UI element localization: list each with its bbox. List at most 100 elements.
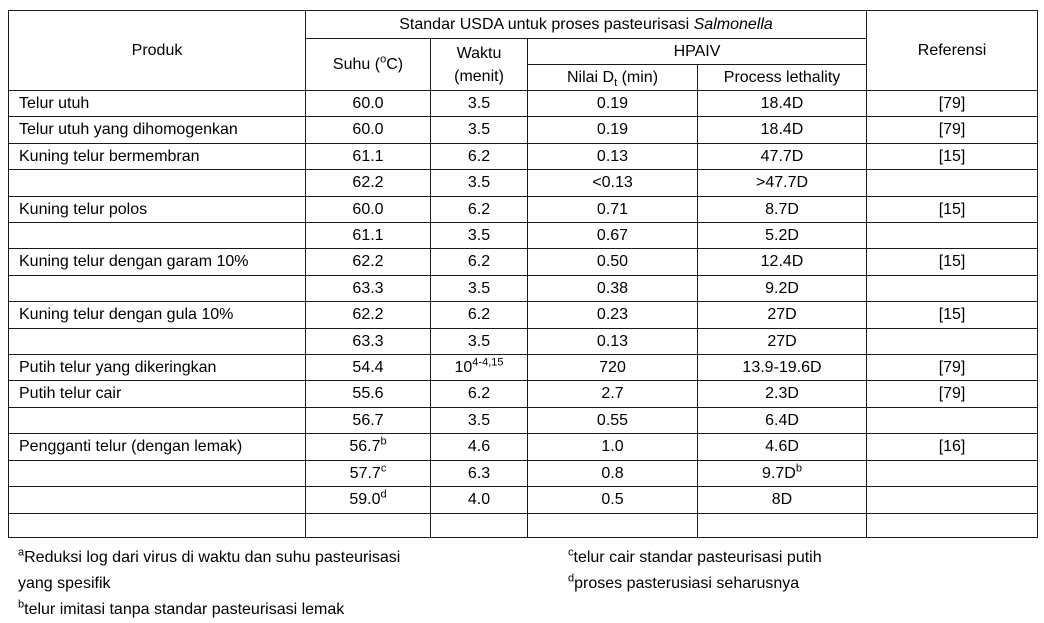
produk-cell [8,274,306,303]
dt-value-cell: 0.38 [527,274,698,303]
table-row: 63.3 3.5 0.38 9.2D [8,274,1039,303]
produk-cell [8,459,306,488]
table-row: 57.7c 6.3 0.8 9.7Db [8,459,1039,488]
waktu-cell: 4.0 [430,486,528,514]
produk-cell: Pengganti telur (dengan lemak) [8,433,306,461]
waktu-cell: 3.5 [430,327,528,356]
produk-cell: Telur utuh [8,89,306,118]
dt-value-cell: 0.13 [527,327,698,356]
lethality-cell: 47.7D [696,142,868,171]
suhu-cell: 63.3 [305,327,431,356]
lethality-cell: 27D [696,301,868,329]
dt-value-cell: 0.8 [527,459,698,488]
usda-standard-header: Standar USDA untuk proses pasteurisasi S… [304,10,868,39]
footnote-marker: a [18,546,25,559]
referensi-cell: [79] [866,354,1039,382]
dt-value-cell [527,512,698,538]
lethality-cell: 4.6D [696,433,868,461]
waktu-cell: 3.5 [430,89,528,118]
waktu-cell: 3.5 [430,116,528,144]
dt-value-cell: 0.19 [527,89,698,118]
produk-cell [8,406,306,435]
table-row: Putih telur yang dikeringkan 54.4 104-4,15… [8,354,1039,382]
dt-value-cell: 2.7 [527,380,698,408]
waktu-cell: 6.2 [430,301,528,329]
hpaiv-header-label: HPAIV [673,43,721,60]
waktu-cell: 6.2 [430,248,528,276]
referensi-cell: [79] [866,380,1039,408]
referensi-cell [866,406,1039,435]
produk-cell [8,512,306,538]
suhu-cell: 60.0 [305,116,431,144]
dt-header: Nilai Dt (min) [527,64,698,91]
lethality-cell: 8D [696,486,868,514]
suhu-cell: 61.1 [305,222,431,250]
produk-cell [8,327,306,356]
dt-header-text: Nilai D [566,69,615,86]
dt-header-unit: (min) [617,69,659,86]
table-row: Kuning telur bermembran 61.1 6.2 0.13 47.7D[… [8,142,1039,171]
suhu-cell: 56.7b [305,433,431,461]
footnote-marker: b [18,598,25,611]
produk-cell: Putih telur cair [8,380,306,408]
hpaiv-header: HPAIV [526,38,868,65]
dt-value-cell: 0.50 [527,248,698,276]
footnote-marker: b [795,462,802,475]
referensi-cell: [15] [866,142,1039,171]
suhu-header: Suhu (oC) [305,38,431,91]
waktu-cell: 3.5 [430,222,528,250]
table-body: Telur utuh 60.0 3.5 0.19 18.4D [79] Telur utuh… [8,89,1039,538]
referensi-cell [866,274,1039,303]
produk-cell: Telur utuh yang dihomogenkan [8,116,306,144]
waktu-cell: 6.2 [430,142,528,171]
dt-value-cell: 0.71 [527,195,698,224]
referensi-cell [866,169,1039,197]
produk-cell: Putih telur yang dikeringkan [8,354,306,382]
lethality-cell: 18.4D [696,89,868,118]
referensi-cell [866,512,1039,538]
suhu-cell: 60.0 [305,89,431,118]
produk-cell [8,486,306,514]
suhu-cell: 62.2 [305,169,431,197]
suhu-degree-sup: o [380,53,387,66]
suhu-cell: 54.4 [305,354,431,382]
table-row: 61.1 3.5 0.67 5.2D [8,222,1039,250]
footnote: aReduksi log dari virus di waktu dan suh… [18,546,401,592]
lethality-cell [696,512,868,538]
produk-header-label: Produk [131,42,183,59]
lethality-cell: >47.7D [696,169,868,197]
produk-cell: Kuning telur dengan gula 10% [8,301,306,329]
suhu-cell: 56.7 [305,406,431,435]
dt-subscript: t [614,77,618,90]
suhu-header-text: Suhu ( [332,56,381,73]
waktu-cell: 6.2 [430,195,528,224]
referensi-cell [866,327,1039,356]
dt-value-cell: 0.13 [527,142,698,171]
footnote: dproses pasterusiasi seharusnya [568,572,800,592]
referensi-cell: [15] [866,301,1039,329]
salmonella-italic-text: Salmonella [693,16,773,33]
footnote-marker: c [568,546,574,559]
dt-value-cell: 0.55 [527,406,698,435]
waktu-cell: 3.5 [430,274,528,303]
suhu-header-unit: C) [386,56,404,73]
waktu-header-line2: (menit) [454,67,504,85]
produk-cell: Kuning telur dengan garam 10% [8,248,306,276]
waktu-cell: 6.3 [430,459,528,488]
waktu-header-line1: Waktu [456,44,502,62]
table-row: Kuning telur dengan gula 10% 62.2 6.2 0.23 2… [8,301,1039,329]
waktu-header: Waktu (menit) [430,38,528,91]
footnote: btelur imitasi tanpa standar pasteurisas… [18,598,345,618]
table-row: Telur utuh yang dihomogenkan 60.0 3.5 0.19 1… [8,116,1039,144]
table-row: 63.3 3.5 0.13 27D [8,327,1039,356]
waktu-cell: 3.5 [430,406,528,435]
dt-value-cell: 0.67 [527,222,698,250]
waktu-cell: 3.5 [430,169,528,197]
suhu-cell: 55.6 [305,380,431,408]
table-header: Produk Standar USDA untuk proses pasteur… [8,10,1039,91]
produk-cell [8,222,306,250]
table-row: Telur utuh 60.0 3.5 0.19 18.4D [79] [8,89,1039,118]
lethality-cell: 13.9-19.6D [696,354,868,382]
produk-cell [8,169,306,197]
pasteurization-table: Produk Standar USDA untuk proses pasteur… [8,10,1039,538]
